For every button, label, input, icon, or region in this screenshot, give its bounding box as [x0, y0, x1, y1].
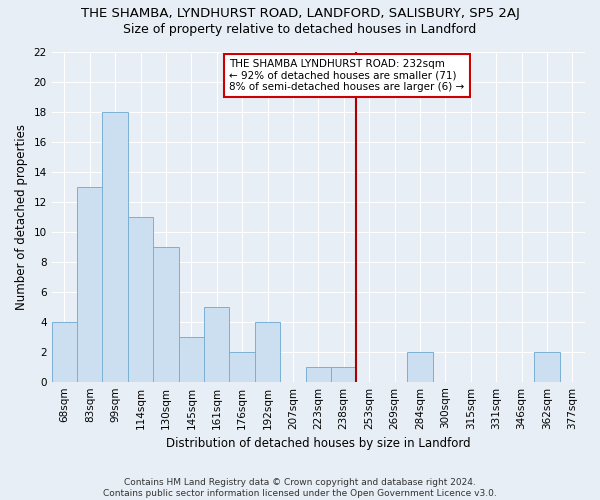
Bar — [153, 246, 179, 382]
Text: Contains HM Land Registry data © Crown copyright and database right 2024.
Contai: Contains HM Land Registry data © Crown c… — [103, 478, 497, 498]
Bar — [255, 322, 280, 382]
Text: Size of property relative to detached houses in Landford: Size of property relative to detached ho… — [124, 22, 476, 36]
Bar — [103, 112, 128, 382]
Bar — [331, 366, 356, 382]
Bar — [305, 366, 331, 382]
Text: THE SHAMBA, LYNDHURST ROAD, LANDFORD, SALISBURY, SP5 2AJ: THE SHAMBA, LYNDHURST ROAD, LANDFORD, SA… — [80, 8, 520, 20]
Bar — [179, 336, 204, 382]
Bar — [77, 186, 103, 382]
Bar — [52, 322, 77, 382]
Y-axis label: Number of detached properties: Number of detached properties — [15, 124, 28, 310]
Bar — [534, 352, 560, 382]
Bar — [128, 216, 153, 382]
X-axis label: Distribution of detached houses by size in Landford: Distribution of detached houses by size … — [166, 437, 470, 450]
Bar — [204, 306, 229, 382]
Text: THE SHAMBA LYNDHURST ROAD: 232sqm
← 92% of detached houses are smaller (71)
8% o: THE SHAMBA LYNDHURST ROAD: 232sqm ← 92% … — [229, 59, 464, 92]
Bar — [407, 352, 433, 382]
Bar — [229, 352, 255, 382]
